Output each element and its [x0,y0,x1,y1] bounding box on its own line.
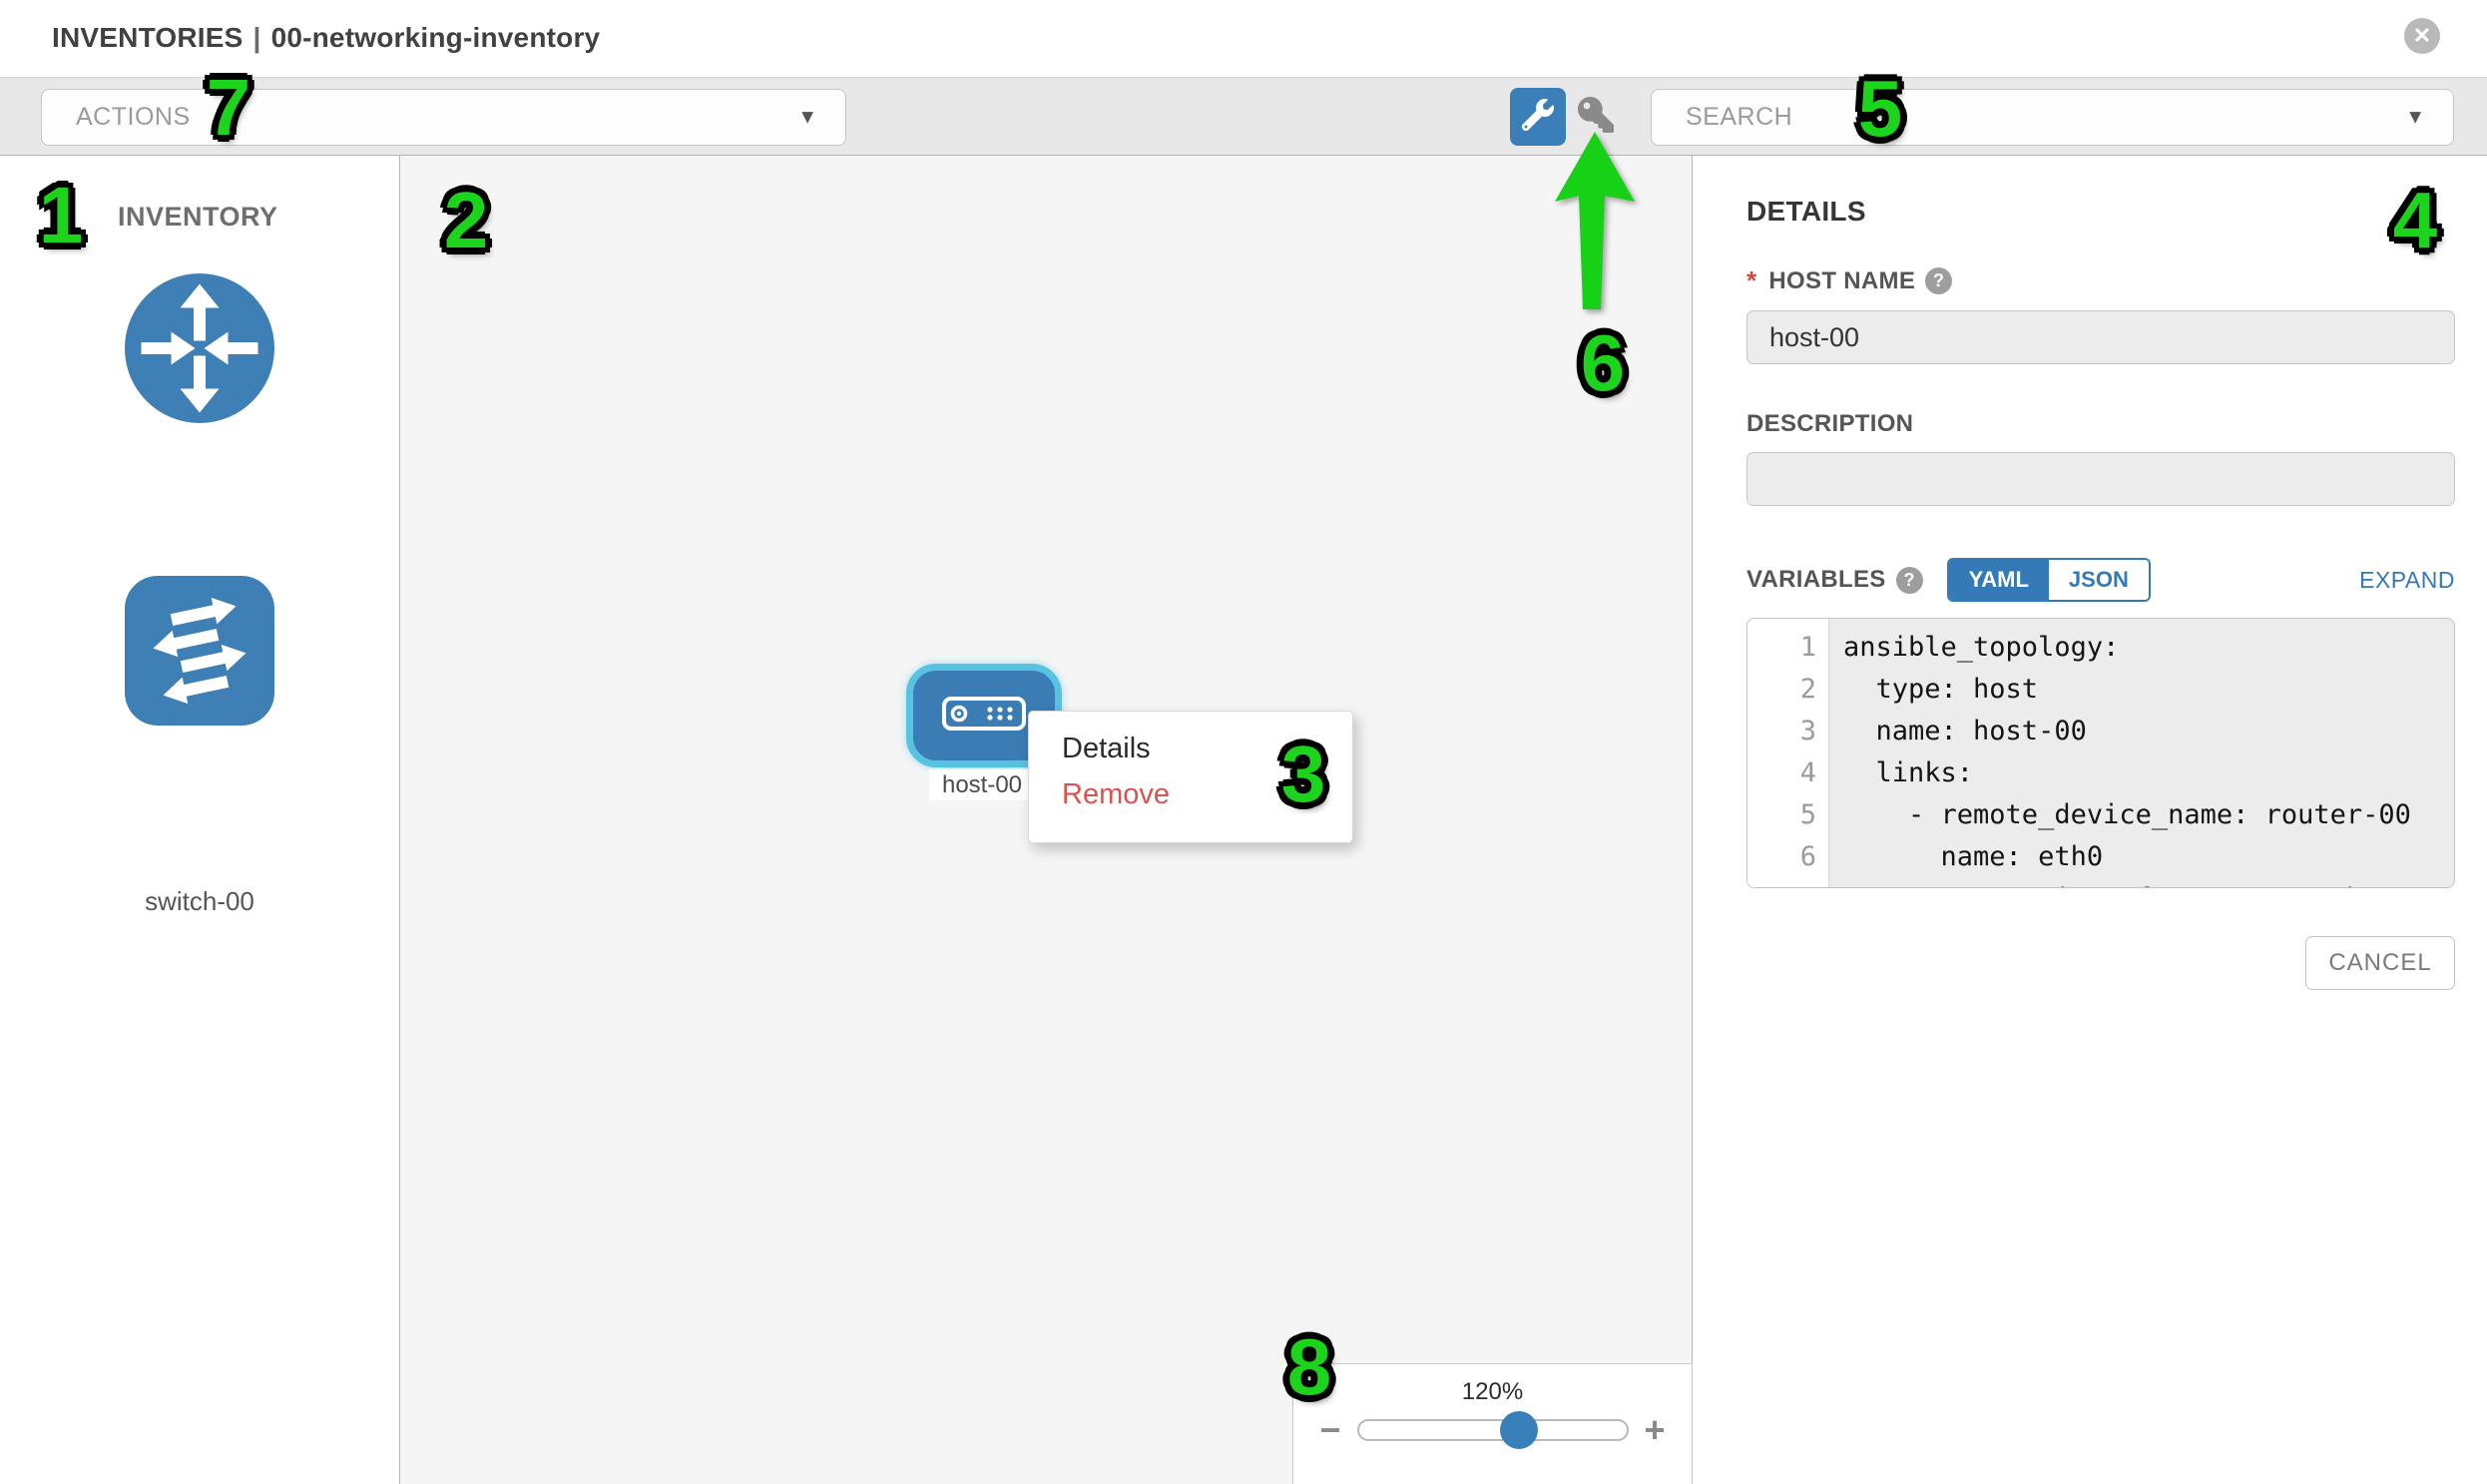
chevron-down-icon: ▼ [797,106,817,128]
inventory-sidebar: INVENTORY router-00 [0,156,400,1484]
cancel-button[interactable]: CANCEL [2305,936,2455,990]
inventory-item-label: switch-00 [145,886,254,916]
code-line: links: [1843,757,1974,788]
page-title-separator: | [252,22,261,53]
search-dropdown[interactable]: SEARCH ▼ [1651,89,2454,146]
host-node-label: host-00 [929,769,1035,800]
zoom-level-value: 120% [1461,1378,1524,1405]
switch-icon [125,576,274,730]
credentials-key-button[interactable] [1577,96,1615,138]
toolbar: ACTIONS ▼ SEARCH ▼ [0,77,2487,156]
header-bar: INVENTORIES | 00-networking-inventory ✕ [0,0,2487,77]
code-line-numbers: 1 2 3 4 5 6 7 [1747,619,1829,887]
variables-label-row: VARIABLES ? [1746,566,1923,594]
details-actions-row: CANCEL [1746,936,2455,990]
zoom-slider[interactable] [1356,1411,1629,1449]
search-placeholder: SEARCH [1686,103,1793,131]
line-number: 2 [1799,674,1816,705]
page-title: INVENTORIES | 00-networking-inventory [52,22,600,54]
zoom-out-button[interactable]: − [1319,1409,1341,1450]
inventory-item-switch[interactable] [125,576,274,726]
description-field[interactable] [1746,452,2455,506]
code-line: remote_interface_name: eth0 [1843,878,2454,887]
description-label-row: DESCRIPTION [1746,410,2455,438]
page-title-name: 00-networking-inventory [270,22,601,53]
actions-dropdown-label: ACTIONS [76,103,191,131]
node-context-menu: Details Remove [1028,711,1353,843]
zoom-in-button[interactable]: + [1644,1409,1666,1450]
page-title-section: INVENTORIES [52,22,244,53]
zoom-slider-thumb[interactable] [1500,1411,1539,1449]
wrench-icon [1521,98,1554,136]
line-number: 1 [1799,632,1816,663]
line-number: 4 [1799,757,1816,788]
actions-dropdown[interactable]: ACTIONS ▼ [41,89,846,146]
host-name-label-row: * HOST NAME ? [1746,265,2455,296]
code-content: ansible_topology: type: host name: host-… [1829,619,2454,887]
close-icon[interactable]: ✕ [2404,18,2440,54]
code-line: name: host-00 [1843,716,2087,746]
details-panel: DETAILS * HOST NAME ? DESCRIPTION VARIAB… [1694,156,2487,1484]
inventory-panel-title: INVENTORY [118,202,278,232]
variables-format-toggle: YAML JSON [1946,558,2151,602]
line-number: 5 [1799,799,1816,830]
host-name-field[interactable] [1746,310,2455,364]
variables-code-editor[interactable]: 1 2 3 4 5 6 7 ansible_topology: type: ho… [1746,618,2455,888]
details-title: DETAILS [1746,196,1866,227]
line-number: 7 [1747,878,1816,887]
tab-yaml[interactable]: YAML [1948,560,2049,600]
inventory-item-router[interactable] [125,273,274,423]
help-icon[interactable]: ? [1925,267,1953,294]
variables-row: VARIABLES ? YAML JSON EXPAND [1746,558,2455,602]
code-line: - remote_device_name: router-00 [1843,799,2411,830]
description-label: DESCRIPTION [1746,410,1914,437]
router-icon [125,273,274,427]
required-marker: * [1746,265,1757,295]
tab-json[interactable]: JSON [2048,560,2149,600]
host-name-label: HOST NAME [1768,266,1916,294]
code-line: ansible_topology: [1843,632,2120,663]
chevron-down-icon: ▼ [2405,106,2425,128]
code-line: type: host [1843,674,2039,705]
server-icon [942,696,1026,736]
help-icon[interactable]: ? [1895,566,1923,594]
variables-label: VARIABLES [1746,566,1886,593]
line-number: 6 [1799,841,1816,872]
context-menu-item-details[interactable]: Details [1062,733,1151,764]
key-icon [1578,96,1614,138]
context-menu-item-remove[interactable]: Remove [1062,778,1170,810]
line-number: 3 [1799,716,1816,746]
expand-link[interactable]: EXPAND [2359,566,2455,593]
tools-button[interactable] [1510,88,1566,146]
code-line: name: eth0 [1843,841,2104,872]
zoom-control: 120% − + [1292,1363,1693,1484]
